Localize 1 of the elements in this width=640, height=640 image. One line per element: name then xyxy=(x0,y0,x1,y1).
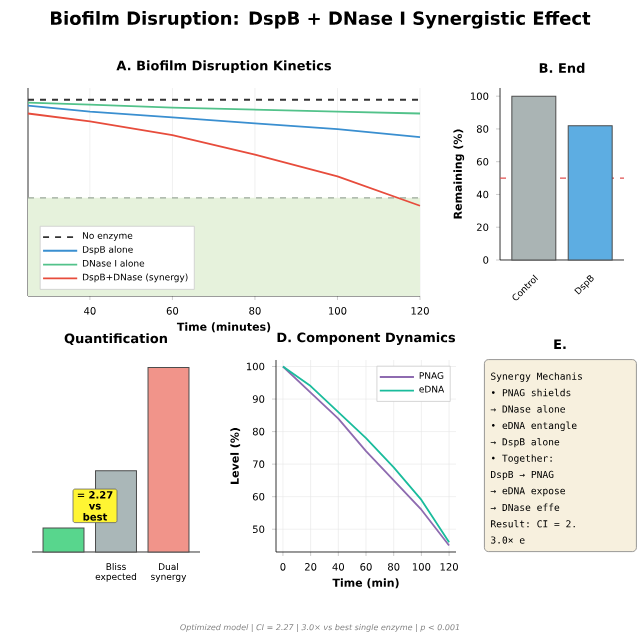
chart-title: Biofilm Disruption: DspB + DNase I Synergistic Effect xyxy=(51,11,591,29)
